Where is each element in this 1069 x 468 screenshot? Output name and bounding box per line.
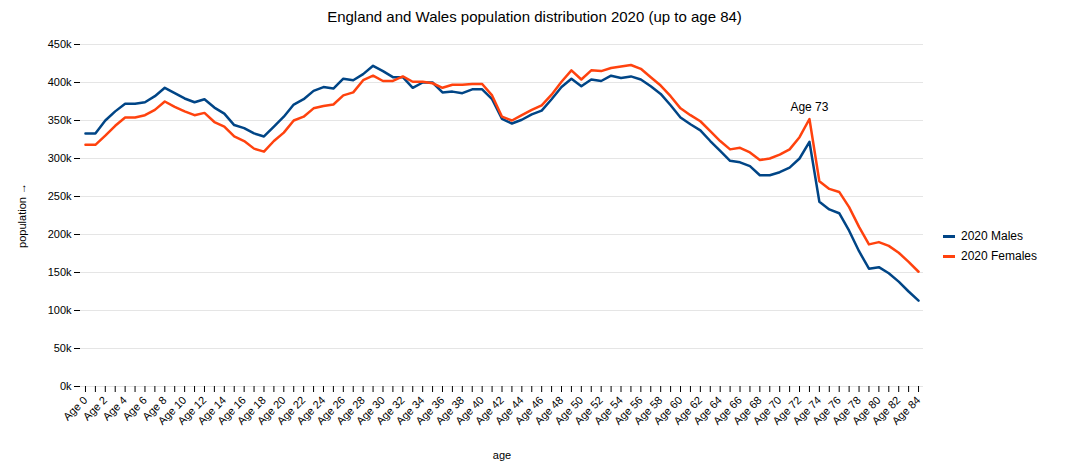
svg-text:450k: 450k: [48, 38, 72, 50]
svg-text:Age 22: Age 22: [274, 393, 308, 427]
svg-text:Age 64: Age 64: [690, 393, 725, 427]
svg-text:Age 84: Age 84: [889, 394, 922, 427]
svg-text:250k: 250k: [48, 190, 72, 202]
svg-text:300k: 300k: [48, 152, 72, 164]
svg-text:Age 56: Age 56: [611, 393, 645, 427]
svg-text:Age 40: Age 40: [452, 393, 487, 427]
html-text:2020 Females: 2020 Females: [961, 249, 1037, 263]
svg-text:Age 62: Age 62: [671, 393, 705, 427]
svg-text:Age 42: Age 42: [472, 393, 506, 427]
svg-text:50k: 50k: [54, 342, 72, 354]
svg-text:200k: 200k: [48, 228, 72, 240]
svg-text:150k: 150k: [48, 266, 72, 278]
svg-text:Age 20: Age 20: [254, 393, 288, 427]
svg-text:Age 60: Age 60: [651, 393, 685, 427]
svg-text:Age 0: Age 0: [60, 393, 90, 423]
svg-text:0k: 0k: [60, 380, 72, 392]
svg-text:Age 12: Age 12: [175, 393, 209, 427]
svg-text:Age 46: Age 46: [512, 393, 546, 427]
svg-text:Age 73: Age 73: [790, 100, 828, 114]
svg-text:Age 82: Age 82: [869, 393, 903, 427]
svg-text:Age 14: Age 14: [195, 393, 229, 427]
svg-text:Age 36: Age 36: [413, 393, 447, 427]
svg-text:Age 58: Age 58: [631, 393, 665, 427]
svg-text:Age 8: Age 8: [139, 393, 169, 423]
svg-text:Age 10: Age 10: [155, 393, 189, 427]
svg-text:Age 30: Age 30: [353, 393, 387, 427]
html-text:England and Wales population d: England and Wales population distributio…: [327, 8, 742, 25]
svg-text:population →: population →: [16, 183, 28, 248]
svg-text:Age 24: Age 24: [294, 393, 328, 427]
svg-text:350k: 350k: [48, 114, 72, 126]
svg-text:Age 78: Age 78: [829, 393, 863, 427]
svg-text:Age 50: Age 50: [552, 393, 586, 427]
svg-text:Age 52: Age 52: [571, 393, 606, 427]
svg-text:Age 6: Age 6: [120, 393, 149, 423]
svg-text:Age 18: Age 18: [234, 393, 268, 427]
svg-text:Age 74: Age 74: [790, 393, 824, 427]
svg-text:400k: 400k: [48, 76, 72, 88]
svg-text:Age 68: Age 68: [730, 393, 764, 427]
svg-text:Age 34: Age 34: [393, 393, 427, 427]
svg-text:Age 38: Age 38: [433, 393, 467, 427]
svg-text:Age 4: Age 4: [100, 393, 129, 423]
svg-text:Age 26: Age 26: [314, 393, 348, 427]
svg-text:Age 44: Age 44: [492, 393, 526, 427]
svg-text:Age 76: Age 76: [810, 393, 844, 427]
svg-text:Age 16: Age 16: [214, 393, 248, 427]
svg-text:Age 54: Age 54: [591, 393, 625, 427]
svg-text:Age 70: Age 70: [750, 393, 784, 427]
svg-text:age: age: [493, 449, 511, 461]
svg-text:Age 2: Age 2: [80, 393, 110, 423]
svg-text:100k: 100k: [48, 304, 72, 316]
svg-text:Age 48: Age 48: [532, 393, 566, 427]
svg-text:Age 66: Age 66: [710, 393, 744, 427]
svg-text:Age 28: Age 28: [333, 393, 368, 427]
svg-text:Age 72: Age 72: [770, 393, 804, 427]
svg-text:Age 80: Age 80: [849, 393, 883, 427]
svg-text:Age 32: Age 32: [373, 393, 407, 427]
html-text:2020 Males: 2020 Males: [961, 229, 1023, 243]
